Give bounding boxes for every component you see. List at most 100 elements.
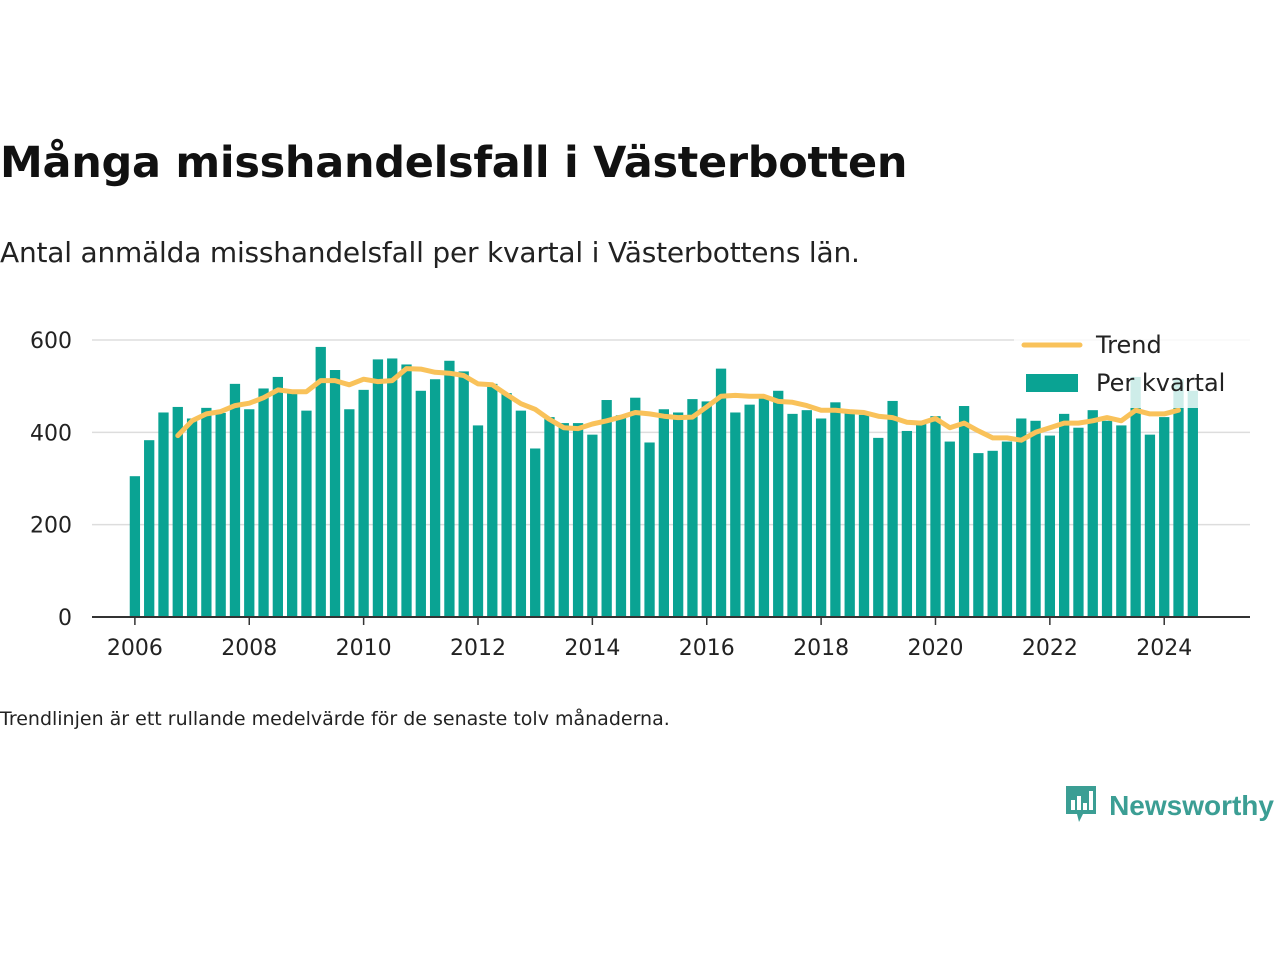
x-axis-ticks: 2006 2008 2010 2012 2014 2016 2018 2020 2022 2024 [107,617,1192,661]
bar [944,441,955,617]
bar [172,406,183,617]
legend-bar-label: Per kvartal [1096,369,1225,397]
bar-series [129,346,1198,617]
bar [1173,379,1184,617]
bar [1087,410,1098,617]
bar [801,410,812,617]
bar [215,412,226,617]
bar [644,442,655,617]
legend-bar-swatch [1026,374,1078,392]
bar [401,364,412,617]
x-tick-label: 2016 [679,636,735,661]
bar [530,448,541,617]
bar [1059,413,1070,617]
bar [229,383,241,617]
trend-line [175,366,1181,443]
bar [1044,435,1055,617]
bar [315,346,326,617]
bar [429,379,441,617]
bar [1073,427,1084,617]
x-tick-label: 2008 [221,636,277,661]
y-tick-label: 600 [30,329,72,354]
footnote: Trendlinjen är ett rullande medelvärde f… [0,708,670,730]
y-tick-label: 200 [30,514,72,539]
bar [558,423,569,617]
x-tick-label: 2018 [793,636,849,661]
bar [472,425,484,617]
bar [587,434,598,617]
bar [701,401,712,617]
bar [458,371,469,617]
bar [601,400,612,617]
bar [901,430,913,617]
bar [815,418,827,617]
brand: Newsworthy [1063,784,1274,828]
bar [773,390,784,617]
bar [244,409,255,617]
bar [673,412,684,617]
bar [873,437,884,617]
bar [515,410,527,617]
x-tick-label: 2006 [107,636,163,661]
bar [744,404,755,617]
bar [1030,420,1041,617]
bar [1144,434,1156,617]
bar [387,358,398,617]
bar [887,400,898,617]
bar [615,415,627,617]
bar [787,413,798,617]
x-tick-label: 2022 [1022,636,1078,661]
bar [572,423,584,617]
y-tick-label: 400 [30,421,72,446]
y-axis-ticks: 0 200 400 600 [30,329,72,631]
bar [344,409,355,617]
x-tick-label: 2014 [564,636,620,661]
chart-title: Många misshandelsfall i Västerbotten [0,138,908,188]
bar [129,476,141,617]
bar [758,397,770,617]
bar [1116,425,1127,617]
x-tick-label: 2012 [450,636,506,661]
bar [287,390,298,617]
bar [973,453,984,617]
bar [630,397,641,617]
y-tick-label: 0 [58,606,72,631]
bar [487,383,498,617]
bar [830,402,841,617]
bar [329,370,341,617]
legend: Trend Per kvartal [1014,324,1250,408]
bar [958,406,970,617]
bar [301,410,312,617]
bar [1101,420,1113,617]
x-tick-label: 2024 [1136,636,1192,661]
bar [1016,418,1027,617]
bar [1130,376,1141,617]
x-tick-label: 2010 [336,636,392,661]
bar [1187,390,1198,617]
bar [715,368,727,617]
bar [358,389,369,617]
bar [987,450,998,617]
bar [858,414,870,617]
bar [930,416,941,617]
bar [544,417,555,617]
bar [730,412,741,617]
bar [444,360,455,617]
bar [916,420,927,617]
brand-name: Newsworthy [1109,790,1274,821]
x-tick-label: 2020 [907,636,963,661]
legend-background [1014,324,1250,408]
bar [372,359,384,617]
bar [844,410,855,617]
bar [258,388,269,617]
bar [415,390,426,617]
bar [687,399,698,617]
bar [201,407,212,617]
bar [272,376,283,617]
bar [158,412,169,617]
chart-subtitle: Antal anmälda misshandelsfall per kvarta… [0,236,860,269]
bar [658,409,669,617]
bar [186,418,198,617]
newsworthy-logo-icon [1063,784,1099,828]
